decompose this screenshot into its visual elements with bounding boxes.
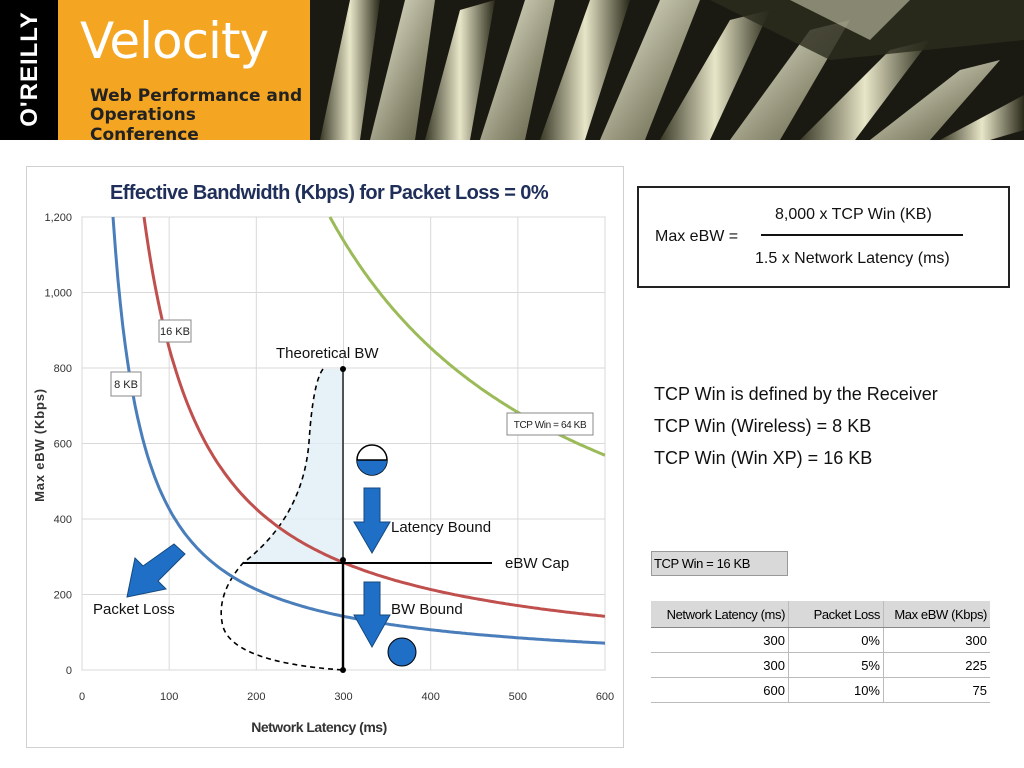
label-8kb: 8 KB: [110, 371, 142, 397]
results-table: Network Latency (ms) Packet Loss Max eBW…: [651, 601, 990, 703]
label-8kb-text: 8 KB: [114, 379, 138, 391]
x-tick-label: 500: [509, 691, 527, 703]
table-header: Packet Loss: [788, 601, 884, 628]
x-tick-label: 100: [160, 691, 178, 703]
y-tick-label: 0: [66, 665, 72, 677]
y-tick-label: 800: [54, 363, 72, 375]
series-line-16kb: [142, 216, 606, 618]
formula-denominator: 1.5 x Network Latency (ms): [755, 250, 950, 267]
label-64kb-text: TCP Win = 64 KB: [514, 420, 587, 431]
table-cell: 0%: [788, 627, 884, 653]
table-header: Max eBW (Kbps): [883, 601, 990, 628]
chart-panel: Effective Bandwidth (Kbps) for Packet Lo…: [26, 166, 624, 748]
header-banner: O'REILLY Velocity Web Performance and Op…: [0, 0, 1024, 140]
latency-bound-arrow-icon: [353, 487, 391, 554]
x-tick-label: 300: [334, 691, 352, 703]
brand-subtitle-2: Operations Conference: [90, 105, 199, 140]
half-filled-circle-icon: [356, 444, 388, 476]
y-tick-label: 1,200: [44, 212, 72, 224]
x-tick-label: 400: [421, 691, 439, 703]
label-16kb: 16 KB: [158, 319, 192, 343]
formula-box: Max eBW = 8,000 x TCP Win (KB) 1.5 x Net…: [637, 186, 1010, 288]
table-row: 300 5% 225: [651, 652, 990, 678]
y-tick-label: 400: [54, 514, 72, 526]
table-row: 600 10% 75: [651, 677, 990, 703]
theoretical-bw-label: Theoretical BW: [276, 345, 379, 362]
x-tick-label: 600: [596, 691, 614, 703]
y-axis-label: Max eBW (Kbps): [32, 388, 47, 502]
oreilly-logo: O'REILLY: [0, 0, 58, 140]
y-tick-label: 600: [54, 439, 72, 451]
bw-bound-arrow-icon: [353, 581, 391, 649]
table-cell: 225: [883, 652, 990, 678]
chart-title: Effective Bandwidth (Kbps) for Packet Lo…: [110, 182, 549, 204]
table-cell: 10%: [788, 677, 884, 703]
table-cell: 5%: [788, 652, 884, 678]
latency-bound-label: Latency Bound: [391, 519, 491, 536]
chart-ticks: 0 100 200 300 400 500 600 0 200 400 600 800 1,000 1,2…: [44, 212, 614, 703]
y-tick-label: 200: [54, 590, 72, 602]
note-3: TCP Win (Win XP) = 16 KB: [654, 448, 873, 468]
publisher-text: O'REILLY: [16, 11, 43, 127]
note-2: TCP Win (Wireless) = 8 KB: [654, 416, 872, 436]
notes: TCP Win is defined by the Receiver TCP W…: [654, 378, 938, 474]
ebw-cap-label: eBW Cap: [505, 555, 569, 572]
origin-point: [340, 667, 346, 673]
x-axis-label: Network Latency (ms): [251, 719, 386, 735]
x-tick-label: 0: [79, 691, 85, 703]
table-cell: 300: [651, 627, 789, 653]
table-header-row: Network Latency (ms) Packet Loss Max eBW…: [651, 601, 990, 628]
label-64kb: TCP Win = 64 KB: [506, 412, 594, 436]
cap-point: [340, 557, 346, 563]
turbine-image: [310, 0, 1024, 140]
full-circle-icon: [387, 637, 417, 667]
note-1: TCP Win is defined by the Receiver: [654, 384, 938, 404]
y-tick-label: 1,000: [44, 288, 72, 300]
table-cell: 75: [883, 677, 990, 703]
table-caption: TCP Win = 16 KB: [651, 551, 788, 576]
formula-numerator: 8,000 x TCP Win (KB): [775, 206, 932, 223]
table-cell: 300: [651, 652, 789, 678]
brand-title: Velocity: [80, 12, 269, 70]
x-tick-label: 200: [247, 691, 265, 703]
table-row: 300 0% 300: [651, 627, 990, 653]
table-cell: 300: [883, 627, 990, 653]
brand-subtitle-1: Web Performance and: [90, 86, 303, 106]
packet-loss-label: Packet Loss: [93, 601, 175, 618]
table-header: Network Latency (ms): [651, 601, 789, 628]
formula-fraction-bar: [761, 234, 963, 236]
formula-lhs: Max eBW =: [655, 228, 739, 245]
packet-loss-arrow-icon: [126, 543, 186, 598]
theoretical-bw-region: [243, 369, 343, 563]
label-16kb-text: 16 KB: [160, 326, 190, 338]
bw-bound-label: BW Bound: [391, 601, 463, 618]
theoretical-point: [340, 366, 346, 372]
bandwidth-chart: Effective Bandwidth (Kbps) for Packet Lo…: [32, 182, 614, 735]
table-cell: 600: [651, 677, 789, 703]
velocity-brand: Velocity Web Performance and Operations …: [58, 0, 310, 140]
